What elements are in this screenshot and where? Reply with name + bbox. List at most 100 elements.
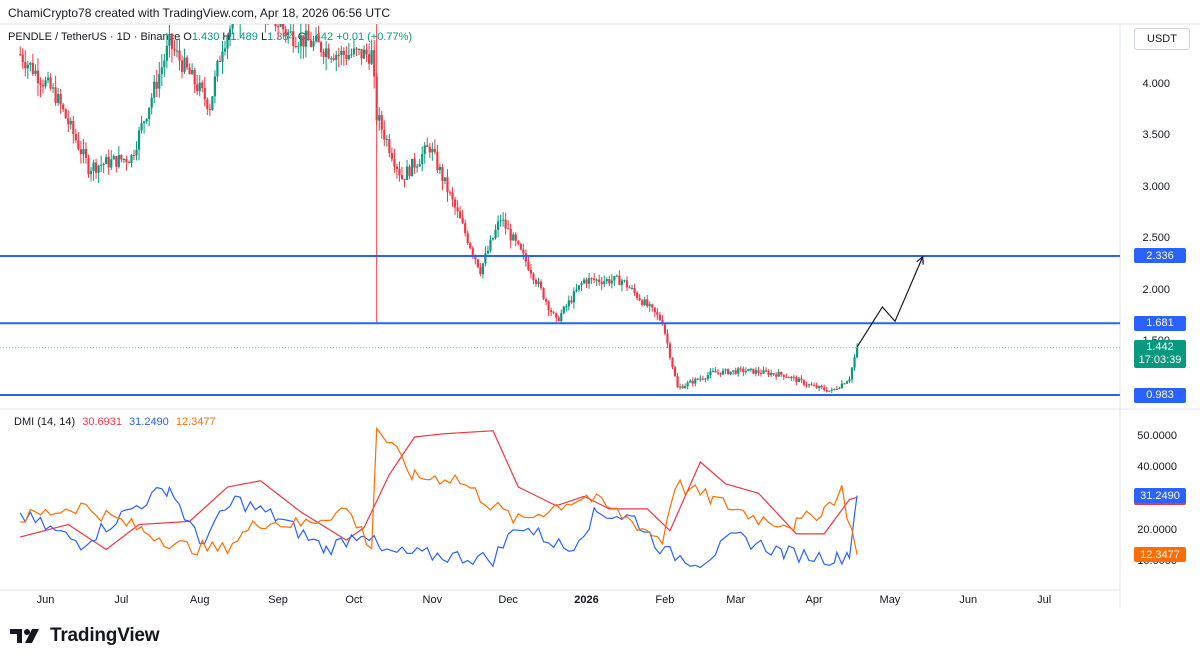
- price-tick-label: 2.500: [1142, 232, 1170, 245]
- candle-body: [309, 40, 313, 47]
- candle-body: [486, 250, 490, 254]
- time-tick-label: May: [879, 594, 901, 606]
- candle-body: [517, 241, 520, 244]
- candle-body: [208, 109, 211, 111]
- candle-body: [699, 378, 702, 380]
- candle-body: [393, 159, 396, 167]
- candle-body: [729, 371, 732, 375]
- symbol-legend[interactable]: PENDLE / TetherUS · 1D · Binance O1.430 …: [8, 31, 412, 43]
- candle-body: [620, 280, 624, 285]
- candle-body: [648, 304, 651, 307]
- candles: [19, 24, 859, 393]
- candle-body: [742, 368, 745, 373]
- candle-body: [507, 228, 510, 230]
- candle-body: [668, 343, 672, 358]
- candle-body: [342, 50, 345, 55]
- candle-body: [845, 381, 849, 384]
- time-tick-label: Aug: [189, 594, 210, 606]
- candle-body: [739, 368, 742, 370]
- candle-body: [410, 158, 414, 177]
- plus-di-line[interactable]: [19, 485, 858, 569]
- candle-body: [560, 313, 563, 322]
- candle-body: [577, 285, 581, 290]
- candle-body: [67, 118, 70, 125]
- candle-body: [663, 324, 667, 334]
- candle-body: [211, 96, 214, 110]
- candle-body: [416, 166, 419, 168]
- candle-body: [830, 389, 833, 391]
- candle-body: [805, 384, 808, 386]
- candle-body: [613, 276, 616, 281]
- candle-body: [370, 50, 373, 64]
- candle-body: [704, 378, 707, 380]
- candle-body: [294, 46, 297, 48]
- currency-selector[interactable]: USDT: [1134, 28, 1190, 50]
- candle-body: [74, 134, 77, 141]
- candle-body: [479, 267, 482, 275]
- candle-body: [825, 389, 828, 392]
- candle-body: [418, 164, 421, 167]
- candle-body: [646, 299, 649, 307]
- candle-body: [441, 166, 444, 182]
- candle-body: [754, 370, 758, 374]
- dmi-tick-label: 50.0000: [1137, 430, 1177, 442]
- candle-body: [489, 239, 492, 251]
- price-tick-label: 4.000: [1142, 78, 1170, 90]
- candle-body: [92, 162, 95, 171]
- candle-body: [539, 281, 543, 289]
- candle-body: [137, 130, 141, 150]
- candle-body: [102, 164, 105, 166]
- candle-body: [810, 384, 813, 386]
- candle-body: [446, 177, 449, 193]
- candle-body: [148, 107, 151, 119]
- candle-body: [395, 166, 399, 169]
- candle-body: [689, 380, 692, 383]
- candle-body: [292, 31, 295, 47]
- candle-body: [727, 369, 730, 375]
- candle-body: [84, 148, 88, 158]
- candle-body: [178, 50, 181, 61]
- last-price-badge: 1.442 17:03:39: [1134, 339, 1186, 368]
- minus-di-line[interactable]: [20, 430, 858, 551]
- projection-path[interactable]: [856, 256, 924, 348]
- candle-body: [499, 220, 502, 222]
- open-value: 1.430: [191, 31, 220, 43]
- candle-body: [218, 60, 222, 62]
- minus-di-value: 30.6931: [82, 416, 122, 428]
- dmi-legend[interactable]: DMI (14, 14) 30.6931 31.2490 12.3477: [14, 416, 216, 428]
- candle-body: [196, 84, 199, 92]
- candle-body: [390, 153, 393, 160]
- candle-body: [421, 154, 424, 165]
- candle-body: [532, 273, 535, 281]
- candle-body: [502, 219, 505, 221]
- candle-body: [117, 154, 120, 167]
- candle-body: [509, 228, 512, 241]
- candle-body: [350, 54, 353, 56]
- candle-body: [524, 253, 527, 262]
- candle-body: [82, 148, 85, 155]
- candle-body: [26, 64, 29, 69]
- candle-body: [671, 357, 674, 368]
- candle-body: [97, 165, 100, 173]
- candle-body: [661, 319, 664, 325]
- level-badge-0.983: 0.983: [1134, 387, 1186, 403]
- candle-body: [653, 307, 656, 313]
- candle-body: [807, 384, 811, 386]
- change-value: +0.01 (+0.77%): [336, 31, 413, 43]
- candle-body: [772, 373, 775, 375]
- candle-body: [279, 24, 282, 27]
- candle-body: [565, 306, 568, 308]
- candle-body: [514, 234, 517, 242]
- price-tick-label: 3.000: [1142, 180, 1170, 193]
- candle-body: [408, 166, 411, 177]
- adx-line[interactable]: [20, 426, 858, 556]
- candle-body: [405, 166, 409, 180]
- symbol-title[interactable]: PENDLE / TetherUS · 1D · Binance: [8, 31, 181, 43]
- high-label: H: [222, 31, 231, 43]
- dmi-title[interactable]: DMI (14, 14): [14, 416, 76, 428]
- candle-body: [595, 279, 598, 281]
- candle-body: [828, 390, 831, 392]
- candle-body: [580, 283, 583, 286]
- candle-body: [115, 156, 118, 167]
